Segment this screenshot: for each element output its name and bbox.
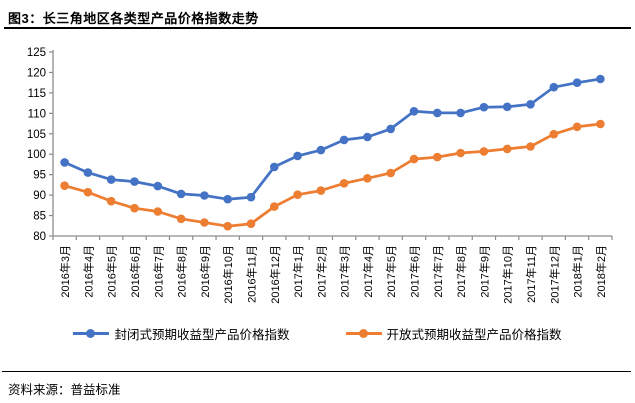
closed-end-series-point	[153, 181, 163, 191]
x-axis-tick-label: 2016年4月	[81, 245, 95, 298]
closed-end-series-point	[293, 151, 302, 161]
open-end-series-point	[363, 174, 372, 183]
footer-divider-rule	[2, 371, 631, 372]
chart-canvas: 80 85 90 95 100 105 110 115 120 125 2016年3月 2016年4月…	[27, 47, 613, 304]
closed-end-series-point	[339, 135, 349, 145]
x-axis-tick-label: 2017年1月	[291, 245, 305, 298]
open-end-series-point	[526, 142, 535, 151]
closed-end-series-point	[200, 191, 209, 200]
x-axis-tick-label: 2016年3月	[58, 245, 72, 298]
open-end-series-point	[502, 144, 512, 154]
x-axis-tick-label: 2017年3月	[338, 245, 352, 298]
y-axis-tick-label: 80	[33, 231, 46, 243]
x-axis-tick-label: 2016年9月	[198, 245, 212, 298]
x-axis-tick-label: 2017年7月	[431, 245, 445, 298]
open-end-series-point	[83, 187, 93, 197]
open-end-series-point	[339, 179, 349, 188]
closed-end-series-point	[572, 78, 582, 87]
x-axis-tick-label: 2016年12月	[268, 245, 282, 304]
closed-end-series-point	[409, 107, 419, 116]
open-end-series-point	[316, 186, 326, 195]
open-end-series-point	[549, 129, 559, 139]
title-divider-rule	[4, 27, 631, 29]
open-end-series-line	[63, 122, 602, 228]
open-end-series-point	[479, 147, 489, 156]
y-axis-tick-label: 125	[27, 47, 46, 59]
x-axis-tick-label: 2016年6月	[128, 245, 142, 298]
x-axis-tick-label: 2017年9月	[477, 245, 491, 298]
x-axis-tick-label: 2016年11月	[244, 245, 258, 303]
closed-end-series-point	[60, 158, 69, 167]
x-axis-tick-label: 2017年10月	[501, 245, 515, 304]
open-end-series-point	[293, 190, 302, 199]
open-end-series-point	[176, 214, 186, 224]
open-end-series-point	[433, 152, 442, 162]
price-index-line-chart: 80 85 90 95 100 105 110 115 120 125 2016年3月 2016年4月…	[0, 38, 635, 320]
closed-end-series-point	[176, 189, 186, 199]
open-end-series-marker-icon	[345, 329, 382, 338]
y-axis-tick-label: 95	[33, 170, 46, 182]
x-axis-tick-label: 2017年5月	[384, 245, 398, 298]
closed-end-series-point	[83, 168, 93, 177]
open-end-series-point	[223, 221, 232, 231]
x-axis-tick-label: 2017年4月	[361, 245, 375, 298]
closed-end-series-point	[549, 82, 559, 92]
chart-legend: 封闭式预期收益型产品价格指数 开放式预期收益型产品价格指数	[0, 324, 635, 343]
x-axis-tick-label: 2017年2月	[314, 245, 328, 298]
y-axis-tick-label: 115	[28, 88, 46, 100]
open-end-series-point	[456, 148, 465, 158]
closed-end-series-point	[223, 194, 232, 204]
legend-label-closed-end: 封闭式预期收益型产品价格指数	[114, 328, 290, 342]
open-end-series-point	[409, 154, 419, 164]
legend-item-open-end: 开放式预期收益型产品价格指数	[345, 324, 562, 343]
x-axis-tick-label: 2017年8月	[454, 245, 468, 298]
open-end-series-point	[572, 122, 582, 132]
open-end-series-point	[386, 168, 396, 178]
x-axis-tick-label: 2016年10月	[221, 245, 235, 304]
x-axis-tick-label: 2016年8月	[175, 245, 189, 298]
x-axis-tick-label: 2016年5月	[105, 245, 119, 298]
y-axis-tick-label: 85	[33, 211, 46, 223]
open-end-series-point	[153, 207, 163, 216]
y-axis-tick-label: 110	[28, 108, 46, 120]
closed-end-series-point	[502, 102, 512, 112]
y-axis-tick-label: 105	[27, 129, 46, 141]
x-axis-tick-label: 2018年1月	[571, 245, 585, 298]
open-end-series-point	[270, 202, 279, 211]
open-end-series-point	[60, 181, 69, 190]
closed-end-series-point	[479, 102, 489, 112]
closed-end-series-point	[316, 145, 326, 155]
closed-end-series-point	[246, 192, 256, 202]
x-axis-tick-label: 2018年2月	[594, 245, 608, 298]
data-source-note: 资料来源：普益标准	[8, 383, 121, 397]
open-end-series-point	[106, 196, 116, 206]
closed-end-series-point	[106, 175, 116, 184]
open-end-series-point	[246, 219, 256, 228]
closed-end-series-point	[363, 132, 372, 142]
open-end-series-point	[200, 218, 209, 227]
x-axis-tick-label: 2017年6月	[408, 245, 422, 298]
closed-end-series-point	[526, 100, 535, 109]
closed-end-series-point	[270, 162, 279, 172]
legend-label-open-end: 开放式预期收益型产品价格指数	[386, 328, 562, 342]
closed-end-series-point	[130, 177, 139, 186]
y-axis-tick-label: 100	[27, 149, 46, 161]
open-end-series-point	[596, 119, 605, 129]
closed-end-series-point	[386, 124, 396, 134]
y-axis-tick-label: 120	[27, 67, 46, 79]
legend-item-closed-end: 封闭式预期收益型产品价格指数	[73, 324, 290, 343]
closed-end-series-point	[433, 108, 442, 118]
closed-end-series-point	[456, 108, 465, 118]
closed-end-series-point	[596, 74, 605, 84]
open-end-series-point	[130, 203, 139, 213]
figure-title: 图3：长三角地区各类型产品价格指数走势	[8, 11, 259, 26]
x-axis-tick-label: 2017年12月	[547, 245, 561, 304]
y-axis-tick-label: 90	[33, 190, 46, 202]
x-axis-tick-label: 2017年11月	[524, 245, 538, 303]
x-axis-tick-label: 2016年7月	[151, 245, 165, 298]
closed-end-series-marker-icon	[73, 329, 110, 338]
closed-end-series-line	[63, 77, 602, 201]
